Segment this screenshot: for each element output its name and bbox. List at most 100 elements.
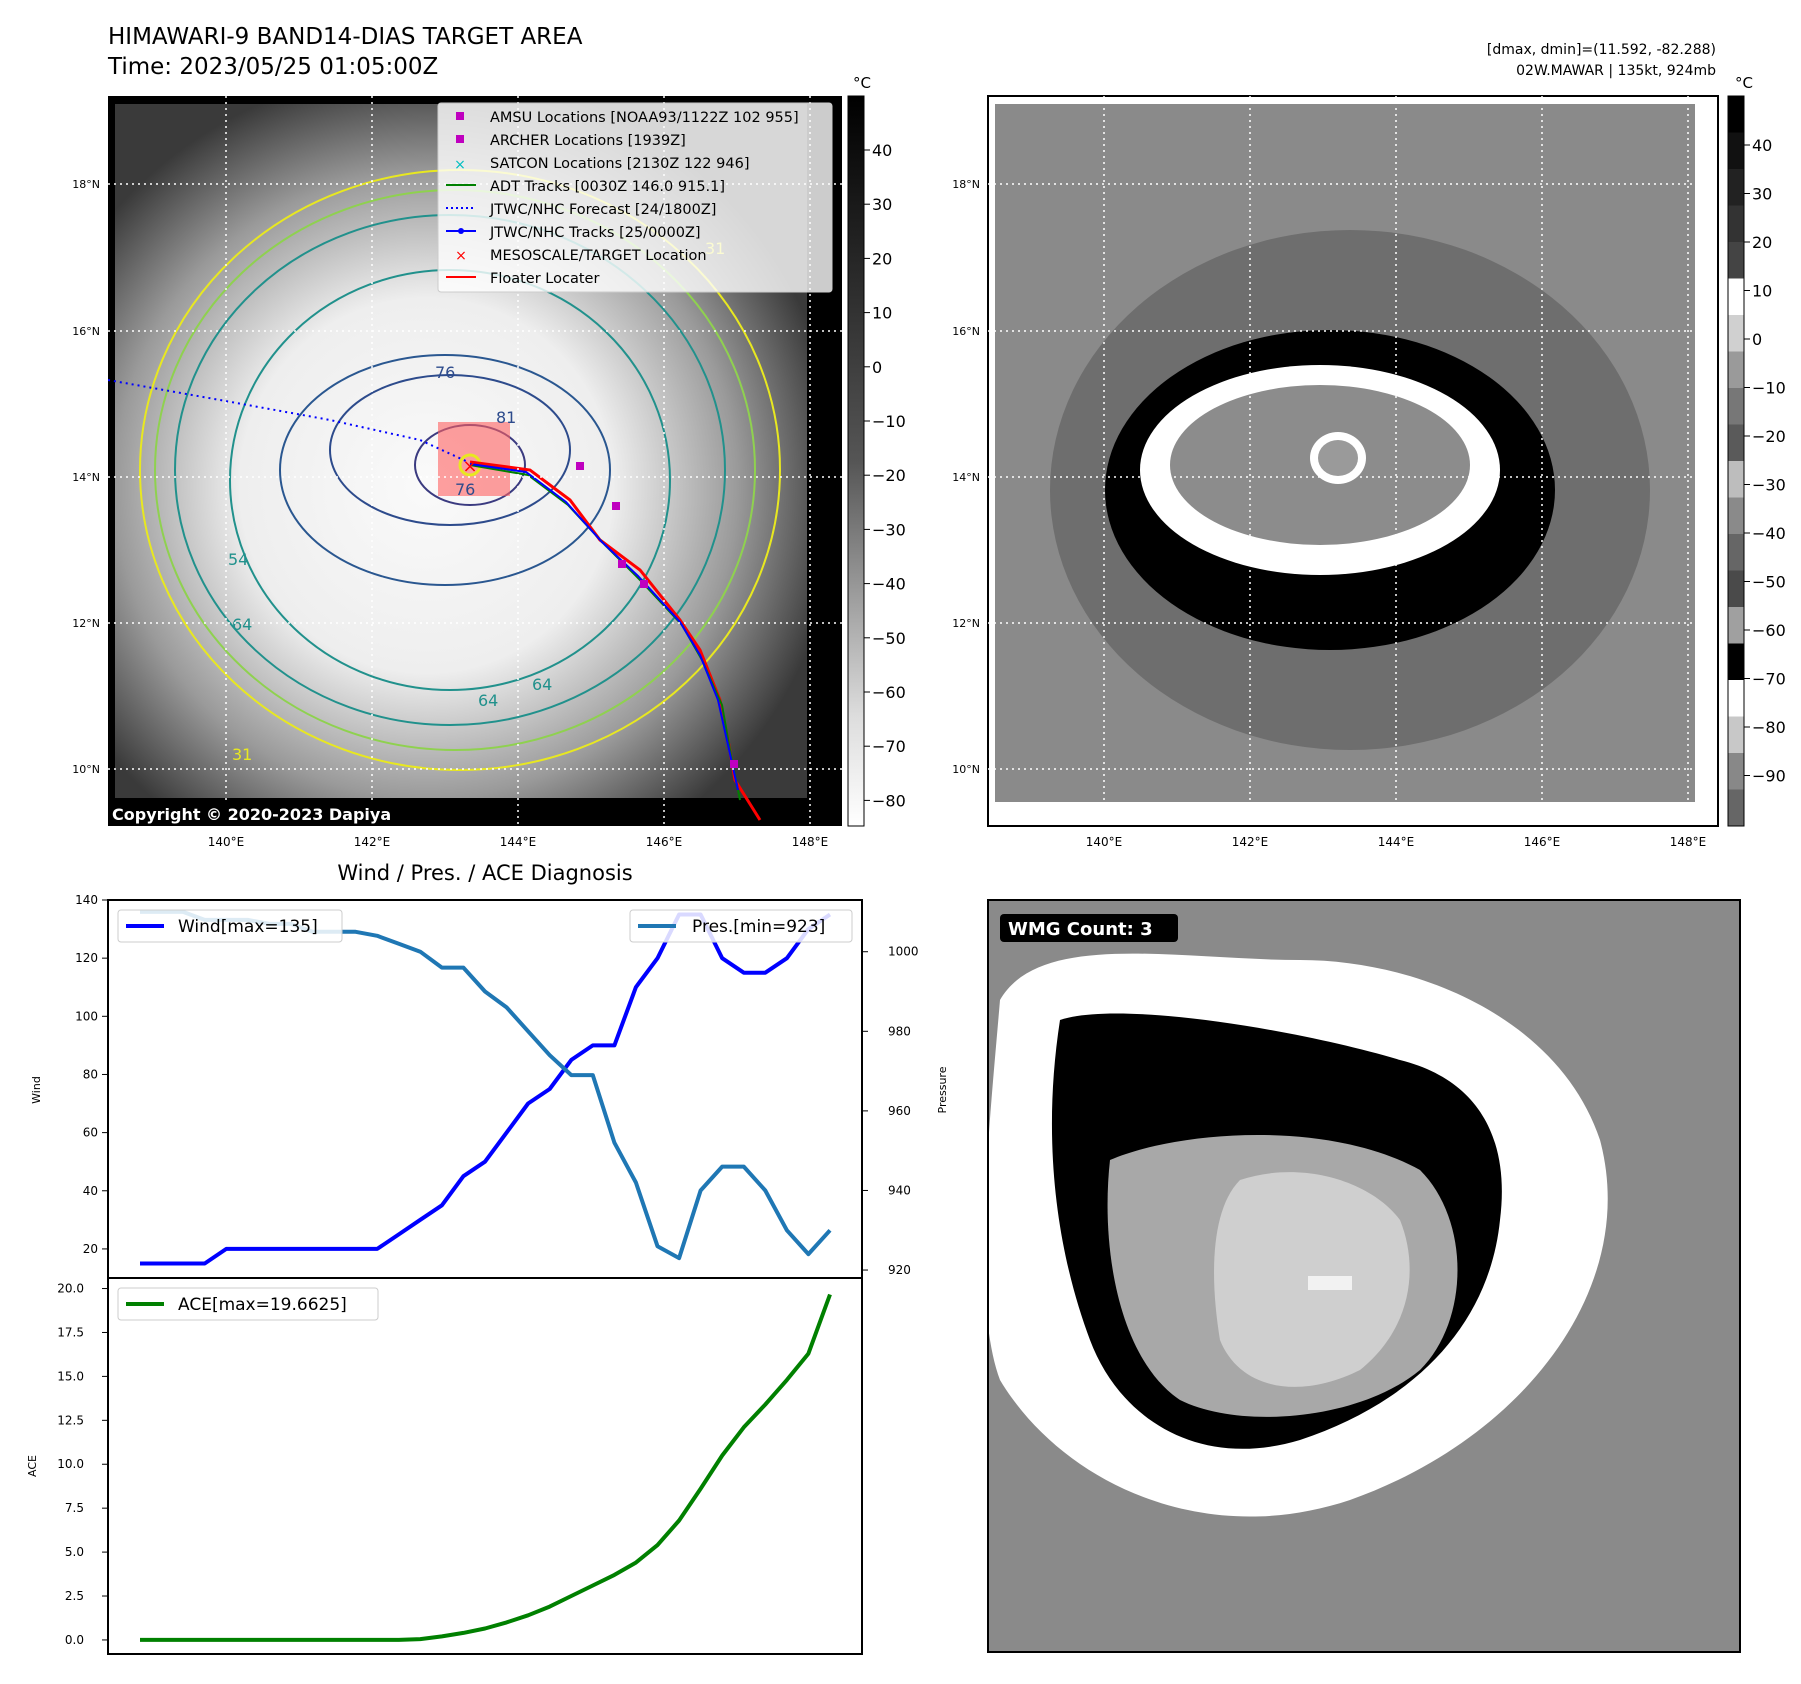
contour-label: 76	[455, 480, 475, 499]
lon-tick: 144°E	[1378, 835, 1415, 849]
colorbar-block	[1728, 497, 1744, 535]
colorbar-tick-label: 20	[1752, 233, 1772, 252]
ace-tick-label: 7.5	[65, 1501, 84, 1515]
dias-colorbar: °C 40 30 20 10 0 −10 −20 −30 −40 −50 −60 −70 −80 −90	[1727, 74, 1786, 827]
dias-lon-ticks: 140°E 142°E 144°E 146°E 148°E	[1086, 835, 1707, 849]
colorbar-block	[1728, 205, 1744, 243]
lat-tick: 18°N	[952, 178, 980, 191]
contour-label: 64	[478, 691, 498, 710]
lat-tick: 10°N	[952, 763, 980, 776]
figure-time: Time: 2023/05/25 01:05:00Z	[107, 54, 438, 80]
pressure-tick-label: 960	[888, 1104, 911, 1118]
ace-chart-frame	[107, 1277, 863, 1655]
wind-tick-label: 100	[75, 1009, 98, 1023]
colorbar-tick-label: −40	[872, 575, 906, 594]
target-box	[438, 422, 510, 496]
mesoscale-target-marker: ×	[462, 456, 477, 477]
colorbar-block	[1728, 461, 1744, 498]
pressure-legend: Pres.[min=923]	[629, 909, 853, 943]
legend-label: AMSU Locations [NOAA93/1122Z 102 955]	[490, 110, 799, 126]
ace-legend-label: ACE[max=19.6625]	[178, 1295, 347, 1315]
wmg-panel: WMG Count: 3	[987, 899, 1741, 1653]
ace-series-line	[140, 1293, 832, 1642]
colorbar-tick-label: 30	[1752, 185, 1772, 204]
colorbar-tick-label: −60	[872, 683, 906, 702]
ace-tick-label: 0.0	[65, 1633, 84, 1647]
colorbar-tick-label: 0	[1752, 330, 1762, 349]
diagnosis-charts: Wind / Pres. / ACE Diagnosis 140 120 100 80…	[26, 861, 949, 1655]
storm-info: 02W.MAWAR | 135kt, 924mb	[1516, 63, 1716, 79]
jtwc-track	[469, 463, 739, 791]
dias-map-panel: 18°N 16°N 14°N 12°N 10°N 140°E 142°E 144…	[952, 74, 1786, 849]
wmg-eye-center	[1308, 1276, 1352, 1290]
figure-title: HIMAWARI-9 BAND14-DIAS TARGET AREA	[108, 24, 583, 50]
colorbar-block	[1728, 570, 1744, 608]
ir-lon-ticks: 140°E 142°E 144°E 146°E 148°E	[208, 835, 829, 849]
wind-chart-frame	[107, 899, 863, 1279]
amsu-markers	[576, 462, 738, 768]
legend-label: JTWC/NHC Tracks [25/0000Z]	[489, 225, 701, 241]
colorbar-tick-label: −30	[1752, 476, 1786, 495]
satcon-legend-marker: ×	[454, 157, 466, 173]
wind-legend: Wind[max=135]	[117, 909, 343, 943]
pressure-tick-label: 920	[888, 1263, 911, 1277]
ace-legend: ACE[max=19.6625]	[117, 1287, 379, 1321]
wind-series-line	[140, 912, 832, 1266]
ace-tick-label: 15.0	[57, 1369, 84, 1383]
lat-tick: 14°N	[952, 471, 980, 484]
jtwc-legend-dot	[458, 228, 464, 234]
lon-tick: 146°E	[646, 835, 683, 849]
colorbar-block	[1728, 534, 1744, 571]
colorbar-tick-label: 30	[872, 195, 892, 214]
colorbar-block	[1728, 278, 1744, 316]
lon-tick: 148°E	[792, 835, 829, 849]
lat-tick: 16°N	[952, 325, 980, 338]
copyright-text: Copyright © 2020-2023 Dapiya	[112, 805, 391, 824]
ace-tick-label: 17.5	[57, 1325, 84, 1339]
copyright-box	[108, 802, 412, 826]
wind-tick-label: 40	[83, 1184, 98, 1198]
colorbar-block	[1728, 607, 1744, 644]
colorbar-block	[1728, 753, 1744, 790]
wind-legend-label: Wind[max=135]	[178, 917, 318, 937]
contour-label: 64	[532, 675, 552, 694]
wmg-badge-box	[1000, 914, 1178, 942]
lat-tick: 14°N	[72, 471, 100, 484]
ace-legend-frame	[117, 1287, 379, 1321]
dias-gridlines	[988, 96, 1718, 826]
pressure-legend-label: Pres.[min=923]	[692, 917, 825, 937]
colorbar-tick-label: −60	[1752, 621, 1786, 640]
ace-tick-label: 5.0	[65, 1545, 84, 1559]
colorbar-block	[1728, 242, 1744, 279]
contour-label: 54	[228, 550, 248, 569]
contour-label: 76	[435, 363, 455, 382]
wind-tick-label: 60	[83, 1126, 98, 1140]
lat-tick: 12°N	[72, 617, 100, 630]
pressure-axis-ticks: 1000 980 960 940 920	[862, 945, 919, 1277]
colorbar-unit: °C	[1735, 74, 1753, 92]
target-legend-marker: ×	[455, 248, 467, 264]
pressure-tick-label: 1000	[888, 945, 919, 959]
ace-tick-label: 12.5	[57, 1413, 84, 1427]
ace-axis-ticks: 20.0 17.5 15.0 12.5 10.0 7.5 5.0 2.5 0.0	[57, 1282, 108, 1647]
wind-axis-label: Wind	[30, 1076, 43, 1104]
ir-colorbar-ticks: 40 30 20 10 0 −10 −20 −30 −40 −50 −60 −70 −80	[864, 141, 906, 810]
lat-tick: 10°N	[72, 763, 100, 776]
ace-tick-label: 20.0	[57, 1282, 84, 1296]
colorbar-block	[1728, 789, 1744, 827]
amsu-legend-marker	[456, 112, 464, 120]
colorbar-block	[1728, 169, 1744, 206]
contour-label: 81	[496, 408, 516, 427]
pressure-axis-label: Pressure	[936, 1066, 949, 1113]
wind-tick-label: 140	[75, 893, 98, 907]
colorbar-tick-label: 40	[872, 141, 892, 160]
colorbar-tick-label: −50	[872, 629, 906, 648]
legend-label: MESOSCALE/TARGET Location	[490, 248, 707, 264]
wind-tick-label: 120	[75, 951, 98, 965]
ir-colorbar: °C 40 30 20 10 0 −10 −20 −30 −40 −50 −60 −70 −80	[847, 74, 906, 827]
colorbar-block	[1728, 96, 1744, 133]
lon-tick: 142°E	[1232, 835, 1269, 849]
ace-chart-lines	[140, 1293, 832, 1642]
ace-axis-label: ACE	[26, 1455, 39, 1477]
